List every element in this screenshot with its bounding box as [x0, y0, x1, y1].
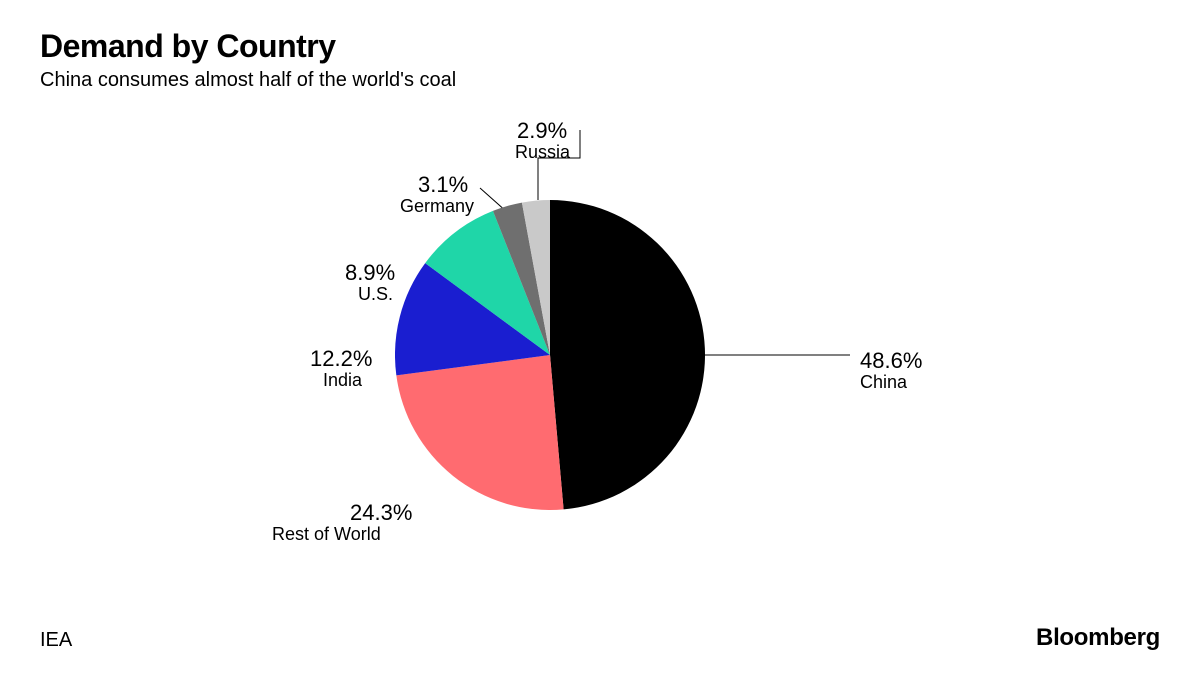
slice-label-name: Russia	[515, 142, 570, 164]
slice-pct: 48.6%	[860, 348, 922, 373]
brand-label: Bloomberg	[1036, 624, 1160, 652]
slice-name: China	[860, 372, 907, 392]
slice-pct: 3.1%	[418, 172, 468, 197]
chart-subtitle: China consumes almost half of the world'…	[40, 69, 456, 92]
slice-pct: 8.9%	[345, 260, 395, 285]
slice-name: U.S.	[358, 284, 393, 304]
slice-label-pct: 24.3%	[350, 500, 412, 526]
slice-label-name: India	[323, 370, 362, 392]
slice-pct: 2.9%	[517, 118, 567, 143]
pie-slice-china	[550, 200, 705, 509]
chart-title: Demand by Country	[40, 28, 456, 65]
slice-pct: 24.3%	[350, 500, 412, 525]
slice-label-pct: 2.9%	[517, 118, 567, 144]
slice-pct: 12.2%	[310, 346, 372, 371]
slice-label-name: Germany	[400, 196, 474, 218]
slice-label-name: China	[860, 372, 907, 394]
pie-slice-rest-of-world	[396, 355, 563, 510]
slice-label-pct: 12.2%	[310, 346, 372, 372]
slice-name: India	[323, 370, 362, 390]
slice-label-pct: 3.1%	[418, 172, 468, 198]
pie-svg	[395, 200, 705, 510]
pie-chart: 48.6%China 24.3%Rest of World 12.2%India 8.…	[0, 110, 1200, 580]
slice-name: Russia	[515, 142, 570, 162]
chart-header: Demand by Country China consumes almost …	[40, 28, 456, 92]
slice-label-pct: 48.6%	[860, 348, 922, 374]
slice-label-name: U.S.	[358, 284, 393, 306]
slice-name: Rest of World	[272, 524, 381, 544]
source-label: IEA	[40, 629, 72, 652]
slice-label-name: Rest of World	[272, 524, 381, 546]
slice-label-pct: 8.9%	[345, 260, 395, 286]
slice-name: Germany	[400, 196, 474, 216]
chart-footer: IEA Bloomberg	[40, 624, 1160, 652]
